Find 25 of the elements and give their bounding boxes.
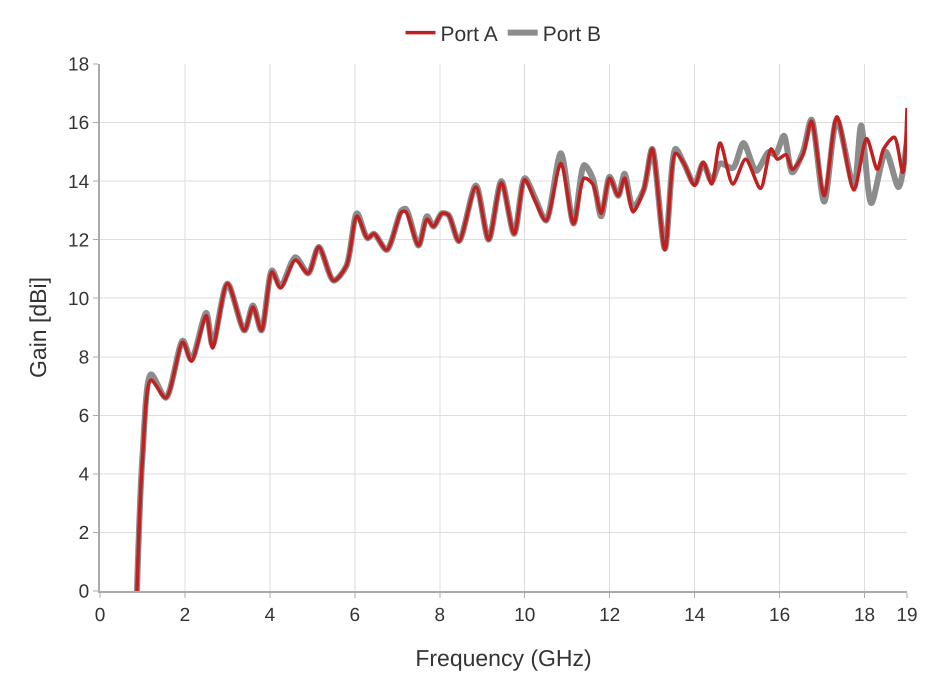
- y-tick-label: 4: [78, 464, 90, 486]
- x-tick-label: 18: [854, 604, 876, 626]
- y-tick-label: 2: [78, 523, 90, 544]
- y-tick-label: 18: [68, 54, 90, 76]
- x-tick-label: 12: [599, 604, 620, 626]
- x-tick-label: 14: [684, 604, 706, 626]
- y-tick-label: 14: [68, 172, 90, 193]
- y-tick-label: 0: [78, 582, 90, 603]
- x-tick-label: 0: [94, 604, 106, 626]
- x-tick-label: 4: [264, 604, 276, 626]
- legend-label: Port A: [440, 22, 498, 46]
- x-tick-label: 19: [896, 604, 918, 626]
- y-tick-label: 8: [78, 347, 90, 368]
- x-tick-label: 10: [514, 604, 536, 626]
- x-tick-label: 8: [434, 604, 446, 626]
- y-tick-label: 12: [68, 230, 90, 252]
- legend-label: Port B: [542, 22, 602, 46]
- y-tick-label: 10: [68, 288, 90, 310]
- x-tick-label: 6: [350, 604, 360, 626]
- y-tick-label: 16: [68, 113, 90, 134]
- x-tick-label: 16: [769, 604, 790, 626]
- y-axis-title: Gain [dBi]: [25, 277, 52, 378]
- x-axis-title: Frequency (GHz): [415, 644, 592, 671]
- x-tick-label: 2: [180, 604, 190, 626]
- y-tick-label: 6: [78, 406, 90, 427]
